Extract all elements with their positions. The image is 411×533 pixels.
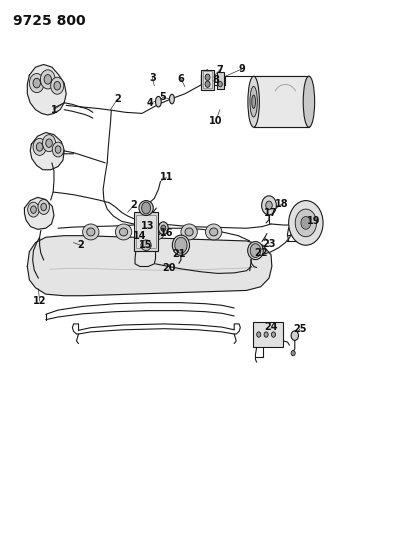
Circle shape [46, 139, 52, 148]
Polygon shape [30, 133, 64, 169]
Circle shape [289, 200, 323, 245]
Text: 7: 7 [217, 65, 223, 75]
Bar [203, 71, 212, 88]
Ellipse shape [83, 224, 99, 240]
Ellipse shape [248, 76, 259, 127]
Text: 9725 800: 9725 800 [13, 14, 85, 28]
Ellipse shape [152, 228, 160, 236]
Ellipse shape [172, 235, 189, 255]
Circle shape [158, 222, 168, 235]
Circle shape [41, 203, 46, 211]
Circle shape [38, 199, 49, 214]
Ellipse shape [148, 224, 164, 240]
Ellipse shape [139, 200, 153, 215]
Text: 11: 11 [160, 172, 173, 182]
Text: 15: 15 [139, 240, 153, 250]
Text: 21: 21 [172, 249, 186, 259]
Bar [253, 322, 283, 348]
Text: 22: 22 [254, 248, 268, 257]
Ellipse shape [252, 95, 256, 108]
Text: 4: 4 [147, 98, 154, 108]
Bar [136, 215, 156, 248]
Text: 6: 6 [178, 74, 184, 84]
Circle shape [175, 237, 187, 253]
Circle shape [301, 216, 311, 229]
Circle shape [271, 332, 275, 337]
Circle shape [205, 81, 210, 87]
Text: 2: 2 [77, 240, 84, 250]
Text: 23: 23 [262, 239, 276, 248]
Bar [217, 72, 224, 89]
Text: 3: 3 [149, 73, 156, 83]
Circle shape [257, 332, 261, 337]
Polygon shape [27, 236, 272, 296]
Text: 2: 2 [114, 94, 121, 104]
Ellipse shape [248, 241, 263, 260]
Circle shape [295, 209, 316, 237]
Circle shape [33, 139, 46, 156]
Circle shape [250, 244, 261, 257]
Circle shape [42, 135, 55, 152]
Ellipse shape [210, 228, 218, 236]
Ellipse shape [250, 86, 257, 117]
Circle shape [54, 82, 60, 90]
Circle shape [33, 78, 40, 88]
Ellipse shape [185, 228, 193, 236]
Text: 5: 5 [159, 92, 166, 102]
Text: 12: 12 [33, 296, 46, 306]
Polygon shape [27, 64, 66, 115]
Circle shape [30, 206, 36, 213]
Ellipse shape [120, 228, 128, 236]
Text: 19: 19 [307, 216, 321, 227]
Circle shape [264, 332, 268, 337]
Ellipse shape [181, 224, 197, 240]
Ellipse shape [87, 228, 95, 236]
Ellipse shape [155, 96, 161, 107]
Text: 25: 25 [293, 324, 307, 334]
Circle shape [52, 142, 64, 157]
Ellipse shape [141, 240, 151, 251]
Text: 24: 24 [264, 321, 278, 332]
Circle shape [291, 331, 298, 341]
Bar [254, 76, 309, 127]
Text: 18: 18 [275, 199, 288, 209]
Circle shape [55, 146, 61, 154]
Ellipse shape [303, 76, 315, 127]
Bar [134, 212, 158, 251]
Text: 20: 20 [162, 263, 175, 273]
Circle shape [291, 351, 295, 356]
Circle shape [40, 70, 55, 89]
Circle shape [262, 196, 276, 215]
Ellipse shape [115, 224, 132, 240]
Circle shape [28, 202, 39, 217]
Circle shape [29, 74, 44, 93]
Text: 10: 10 [209, 116, 222, 126]
Circle shape [44, 75, 51, 84]
Circle shape [142, 202, 150, 214]
Ellipse shape [206, 224, 222, 240]
Text: 16: 16 [160, 228, 173, 238]
Text: 8: 8 [212, 75, 219, 85]
Text: 1: 1 [51, 104, 57, 115]
Text: 2: 2 [130, 200, 137, 211]
Circle shape [205, 74, 210, 80]
Bar [201, 70, 214, 90]
Polygon shape [24, 197, 54, 229]
Circle shape [51, 77, 64, 94]
Text: 13: 13 [141, 221, 155, 231]
Ellipse shape [169, 94, 174, 104]
Circle shape [36, 143, 43, 151]
Text: 9: 9 [239, 64, 246, 74]
Text: 14: 14 [133, 231, 147, 241]
Circle shape [161, 225, 166, 231]
Circle shape [218, 82, 222, 87]
Circle shape [266, 201, 272, 209]
Text: 17: 17 [264, 208, 278, 219]
